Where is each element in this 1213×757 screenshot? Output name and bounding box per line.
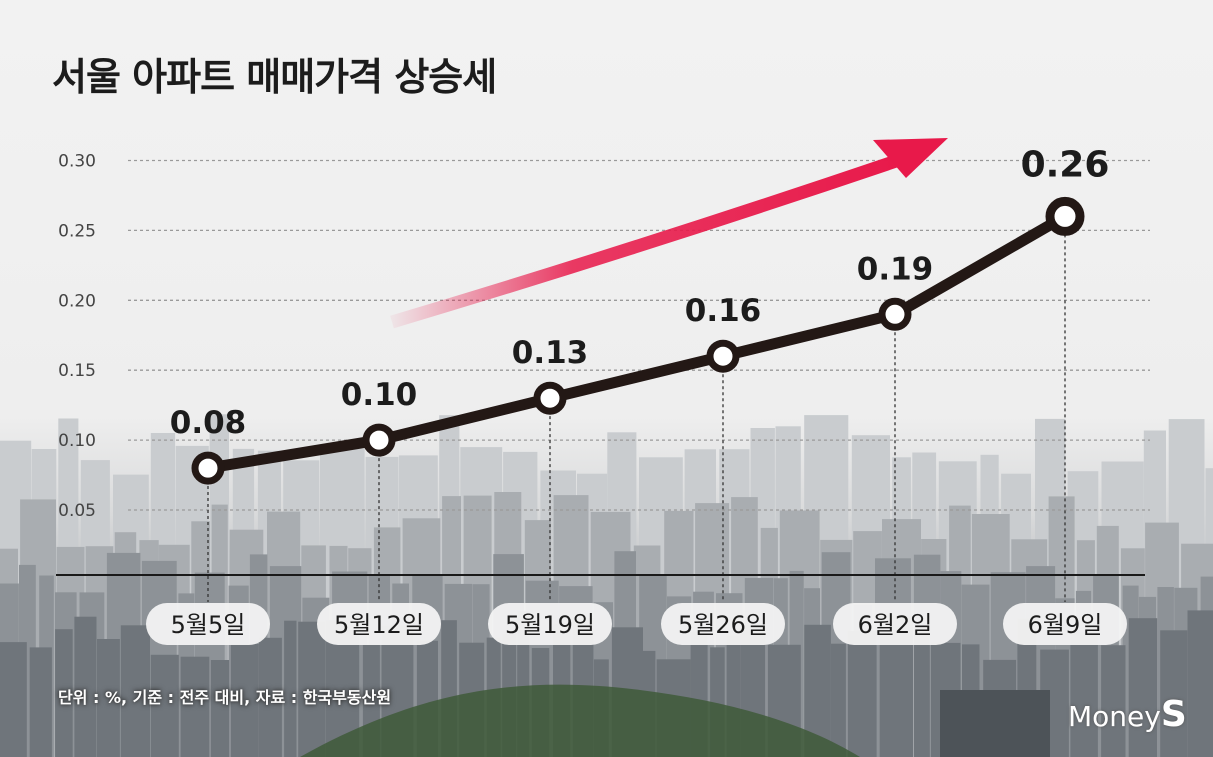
data-point (878, 297, 912, 331)
x-category-pill (661, 603, 785, 645)
x-category-pill (488, 603, 612, 645)
x-tick-label: 5월26일 (678, 611, 768, 639)
data-label: 0.26 (1021, 144, 1110, 185)
data-label: 0.10 (341, 377, 418, 413)
logo-prefix: Money (1068, 700, 1161, 733)
data-point (191, 451, 225, 485)
x-tick-label: 6월2일 (858, 611, 933, 639)
x-category-pill (833, 603, 957, 645)
y-tick-label: 0.30 (58, 152, 96, 172)
data-label: 0.08 (170, 405, 247, 441)
x-tick-label: 5월12일 (334, 611, 424, 639)
data-point (706, 339, 740, 373)
data-point (362, 423, 396, 457)
x-category-pill (146, 603, 270, 645)
y-tick-label: 0.10 (58, 431, 96, 451)
y-tick-label: 0.05 (58, 501, 96, 521)
y-tick-label: 0.15 (58, 361, 96, 381)
trend-arrow-shaft (390, 151, 908, 329)
logo-suffix: S (1160, 694, 1187, 735)
moneys-logo: MoneyS (1068, 694, 1187, 735)
data-label: 0.19 (857, 251, 934, 287)
chart-title: 서울 아파트 매매가격 상승세 (52, 55, 497, 99)
data-label: 0.13 (512, 335, 589, 371)
y-tick-label: 0.25 (58, 221, 96, 241)
y-tick-label: 0.20 (58, 291, 96, 311)
x-category-pill (1003, 603, 1127, 645)
x-category-pill (317, 603, 441, 645)
series-line (202, 210, 1071, 474)
x-tick-label: 6월9일 (1028, 611, 1103, 639)
data-point (1045, 196, 1085, 236)
x-tick-label: 5월5일 (171, 611, 246, 639)
source-footnote: 단위 : %, 기준 : 전주 대비, 자료 : 한국부동산원 (58, 688, 392, 707)
data-point (533, 381, 567, 415)
data-label: 0.16 (685, 293, 762, 329)
trend-arrow-head (873, 138, 948, 178)
x-tick-label: 5월19일 (505, 611, 595, 639)
